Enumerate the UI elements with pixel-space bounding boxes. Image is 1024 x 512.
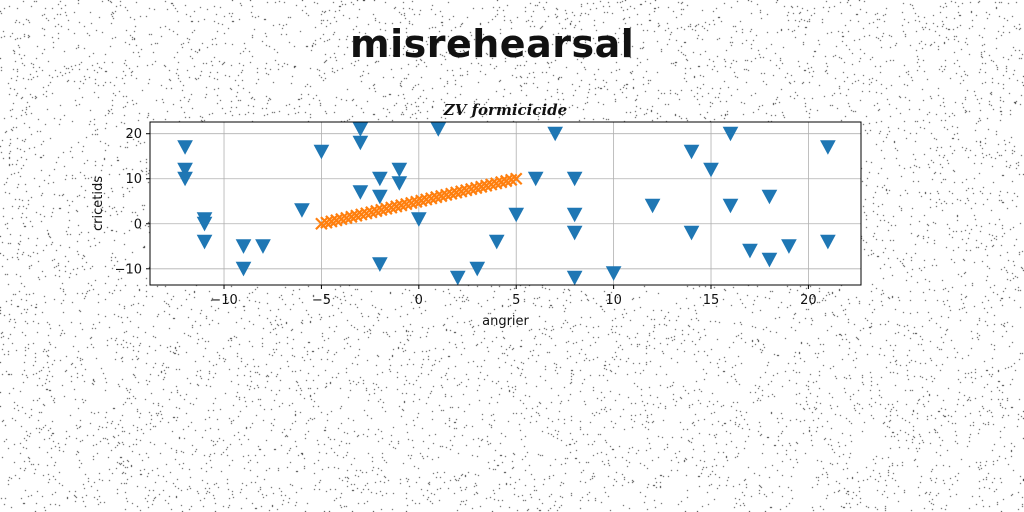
triangle-marker-point <box>255 239 271 254</box>
triangle-marker-point <box>566 225 583 241</box>
x-axis-label: angrier <box>482 314 529 329</box>
triangle-marker-point <box>313 144 330 160</box>
x-tick-label: −5 <box>312 293 331 308</box>
triangle-marker-point <box>196 234 213 250</box>
y-tick-label: 20 <box>125 127 142 142</box>
triangle-marker-point <box>372 171 388 187</box>
triangle-marker-point <box>527 171 544 187</box>
triangle-marker-point <box>391 176 408 191</box>
triangle-marker-point <box>722 198 739 214</box>
x-tick-label: 20 <box>800 293 817 308</box>
y-axis-label: cricetids <box>91 176 106 231</box>
triangle-marker-point <box>644 198 661 214</box>
triangle-marker-point <box>177 140 193 155</box>
triangle-marker-point <box>372 257 388 272</box>
plot-area <box>149 121 862 286</box>
triangle-marker-point <box>547 126 564 142</box>
triangle-marker-point <box>235 239 252 254</box>
triangle-marker-point <box>294 203 310 218</box>
triangle-marker-point <box>566 270 583 286</box>
series-layer <box>177 122 836 286</box>
x-marker-point <box>509 172 523 186</box>
triangle-marker-point <box>391 162 408 178</box>
x-tick-label: 10 <box>605 293 622 308</box>
triangle-marker-point <box>410 212 427 227</box>
y-tick-label: 10 <box>125 172 142 187</box>
chart-title: ZV formicicide <box>443 101 567 119</box>
plot-frame <box>149 121 862 286</box>
x-axis: −10 −5 0 5 10 15 20 <box>210 285 817 308</box>
triangle-marker-point <box>508 207 525 223</box>
triangle-marker-point <box>372 189 388 205</box>
y-axis: −10 0 10 20 <box>115 127 150 277</box>
y-tick-label: 0 <box>134 217 142 232</box>
triangle-marker-point <box>722 126 739 142</box>
page-title: misrehearsal <box>350 22 635 66</box>
triangle-marker-point <box>352 135 369 151</box>
plot-background <box>150 122 861 285</box>
triangle-marker-point <box>703 162 719 178</box>
triangle-marker-point <box>742 243 758 259</box>
grid-lines <box>150 122 861 285</box>
triangle-marker-point <box>605 266 622 281</box>
triangle-marker-point <box>761 189 778 205</box>
triangle-marker-point <box>449 270 466 286</box>
triangle-marker-point <box>196 216 213 232</box>
triangle-marker-point <box>683 144 700 160</box>
triangle-marker-point <box>761 252 778 268</box>
triangle-marker-point <box>352 185 369 200</box>
triangle-marker-point <box>820 234 836 250</box>
triangle-marker-point <box>566 171 583 187</box>
x-tick-label: −10 <box>210 293 237 308</box>
triangle-marker-point <box>430 122 447 137</box>
triangle-marker-point <box>177 162 193 178</box>
y-tick-label: −10 <box>115 262 142 277</box>
triangle-marker-point <box>683 225 700 241</box>
x-tick-label: 0 <box>415 293 423 308</box>
triangle-marker-point <box>820 140 836 155</box>
triangle-marker-point <box>469 261 486 277</box>
triangle-marker-point <box>352 122 369 137</box>
triangle-marker-point <box>781 239 797 254</box>
triangle-marker-point <box>566 207 583 223</box>
triangle-marker-point <box>488 234 505 250</box>
x-tick-label: 5 <box>512 293 520 308</box>
x-tick-label: 15 <box>703 293 720 308</box>
triangle-marker-point <box>235 261 252 277</box>
triangle-marker-point <box>177 171 193 187</box>
